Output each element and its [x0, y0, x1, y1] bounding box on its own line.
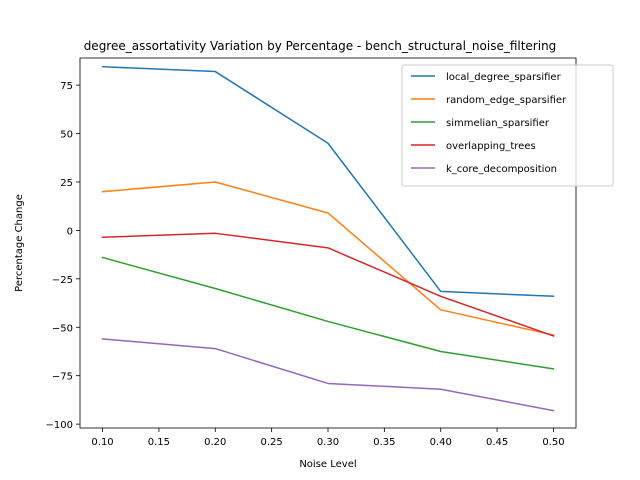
legend-label-overlapping_trees: overlapping_trees: [446, 141, 536, 152]
series-line-k_core_decomposition: [101, 338, 555, 412]
y-tick-label: −75: [52, 372, 73, 383]
legend-box: [401, 64, 614, 187]
x-tick-label: 0.15: [148, 437, 170, 448]
plot-area: 0.10 0.15 0.20 0.25 0.30 0.35 0.40 0.45 0.50 −100…: [46, 57, 577, 448]
y-tick-label: 25: [60, 178, 73, 189]
y-tick-label: 0: [67, 226, 73, 237]
legend-label-random_edge_sparsifier: random_edge_sparsifier: [446, 95, 567, 106]
x-tick-label: 0.50: [542, 437, 564, 448]
legend-label-k_core_decomposition: k_core_decomposition: [446, 164, 557, 175]
x-tick-label: 0.30: [317, 437, 339, 448]
legend: local_degree_sparsifier random_edge_spars…: [401, 64, 614, 187]
legend-label-local_degree_sparsifier: local_degree_sparsifier: [446, 72, 562, 83]
x-tick-label: 0.25: [261, 437, 283, 448]
series-line-overlapping_trees: [101, 232, 555, 337]
x-tick-label: 0.35: [373, 437, 395, 448]
series-line-local_degree_sparsifier: [101, 65, 555, 298]
series-line-simmelian_sparsifier: [101, 256, 555, 370]
series-line-random_edge_sparsifier: [101, 181, 555, 336]
y-tick-label: −25: [52, 275, 73, 286]
x-tick-label: 0.10: [91, 437, 113, 448]
x-tick-label: 0.40: [430, 437, 452, 448]
y-tick-label: 75: [60, 81, 73, 92]
y-tick-label: −100: [46, 420, 73, 431]
chart-title: degree_assortativity Variation by Percen…: [84, 39, 557, 53]
y-tick-label: 50: [60, 130, 73, 141]
y-tick-label: −50: [52, 323, 73, 334]
legend-label-simmelian_sparsifier: simmelian_sparsifier: [446, 118, 550, 129]
y-axis-label: Percentage Change: [14, 194, 25, 292]
x-tick-label: 0.45: [486, 437, 508, 448]
x-tick-label: 0.20: [204, 437, 226, 448]
x-axis-label: Noise Level: [299, 459, 356, 470]
